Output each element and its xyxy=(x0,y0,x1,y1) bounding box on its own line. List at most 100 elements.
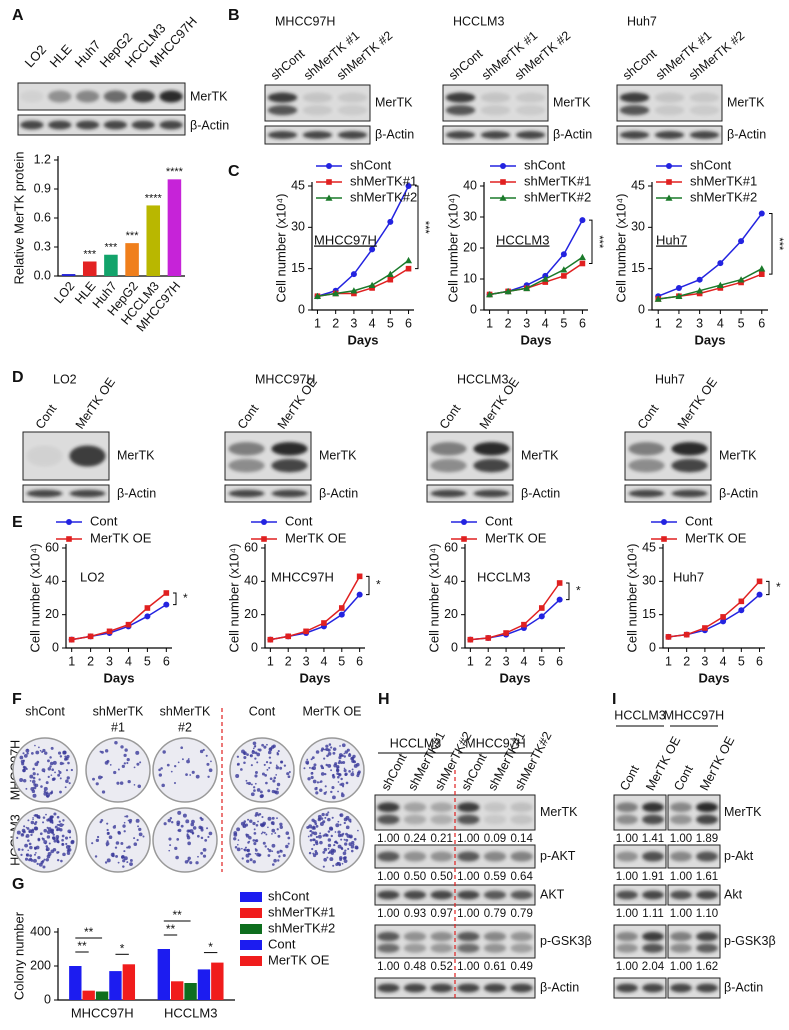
colony xyxy=(236,847,241,852)
marker xyxy=(666,179,672,185)
marker xyxy=(387,218,394,225)
colony xyxy=(342,832,345,836)
colony xyxy=(352,843,355,846)
cell-line-title: Huh7 xyxy=(655,372,685,386)
colony xyxy=(49,761,54,766)
colony xyxy=(319,832,322,835)
protein-label: MerTK xyxy=(319,448,357,462)
colony xyxy=(320,772,325,776)
protein-label: β-Actin xyxy=(719,486,758,500)
blot xyxy=(17,114,186,136)
marker xyxy=(716,281,724,288)
colony xyxy=(282,853,286,858)
blot xyxy=(613,924,667,959)
x-axis-label: Days xyxy=(520,332,551,347)
quantification: 1.00 xyxy=(616,908,638,920)
colony xyxy=(160,767,163,770)
colony xyxy=(332,747,337,751)
colony xyxy=(312,852,315,855)
colony xyxy=(327,843,332,848)
colony xyxy=(197,834,200,838)
quantification: 0.79 xyxy=(510,908,532,920)
colony xyxy=(326,754,329,758)
colony xyxy=(271,828,276,833)
colony xyxy=(334,831,337,833)
colony xyxy=(254,848,257,851)
cell-line-title: MHCC97H xyxy=(275,14,335,28)
band xyxy=(515,105,546,116)
colony xyxy=(52,760,57,765)
colony xyxy=(174,846,178,851)
colony xyxy=(328,743,332,746)
quantification: 1.00 xyxy=(377,871,399,883)
blot xyxy=(613,884,667,906)
significance: *** xyxy=(773,237,785,251)
colony xyxy=(263,831,266,834)
colony xyxy=(252,741,257,746)
protein-label: MerTK xyxy=(719,448,757,462)
cell-line-title: Huh7 xyxy=(627,14,657,28)
colony xyxy=(41,750,44,754)
colony xyxy=(337,775,340,779)
panel-label: C xyxy=(228,163,240,180)
legend-label: MerTK OE xyxy=(268,952,330,967)
colony xyxy=(33,786,37,790)
colony xyxy=(272,823,275,826)
y-tick-label: 40 xyxy=(444,574,458,588)
series-line xyxy=(317,185,410,297)
colony xyxy=(267,750,272,755)
colony xyxy=(357,829,359,832)
marker xyxy=(696,276,703,283)
colony xyxy=(254,771,258,774)
colony xyxy=(248,835,252,840)
colony xyxy=(57,841,60,844)
colony xyxy=(46,826,49,829)
marker xyxy=(738,598,745,605)
band xyxy=(457,802,480,813)
colony xyxy=(312,766,316,771)
colony xyxy=(94,855,98,858)
colony xyxy=(249,819,253,823)
protein-label: β-Actin xyxy=(117,486,156,500)
band xyxy=(69,445,106,467)
colony xyxy=(241,857,244,860)
colony xyxy=(185,773,188,776)
colony xyxy=(325,744,329,748)
bar xyxy=(125,243,139,276)
colony xyxy=(340,761,343,765)
cell-line-title: MHCC97H xyxy=(255,372,315,386)
quantification: 1.11 xyxy=(642,908,664,920)
protein-label: β-Actin xyxy=(319,486,358,500)
band xyxy=(430,931,453,942)
marker xyxy=(326,163,332,169)
colony xyxy=(133,842,138,847)
band xyxy=(616,814,638,825)
series-line xyxy=(470,582,561,641)
band xyxy=(445,105,476,116)
band xyxy=(619,92,650,103)
x-tick-label: 1 xyxy=(655,316,662,330)
y-tick-label: 60 xyxy=(45,540,59,554)
significance-bracket xyxy=(173,592,177,606)
colony xyxy=(274,790,279,795)
column-header: shCont xyxy=(25,704,65,718)
marker xyxy=(503,630,509,636)
bar xyxy=(82,990,95,1000)
colony xyxy=(327,752,332,756)
colony xyxy=(47,851,52,856)
band xyxy=(457,890,480,900)
colony xyxy=(25,835,28,838)
lane-label: shCont xyxy=(446,46,486,83)
colony xyxy=(95,782,99,786)
marker xyxy=(523,284,531,292)
colony xyxy=(62,750,67,755)
marker xyxy=(356,591,363,598)
colony xyxy=(312,779,317,784)
colony xyxy=(261,743,265,747)
colony xyxy=(133,766,136,769)
colony xyxy=(186,829,190,833)
colony xyxy=(126,761,129,765)
marker xyxy=(675,284,682,291)
colony xyxy=(34,820,38,824)
quantification: 1.41 xyxy=(642,833,664,845)
